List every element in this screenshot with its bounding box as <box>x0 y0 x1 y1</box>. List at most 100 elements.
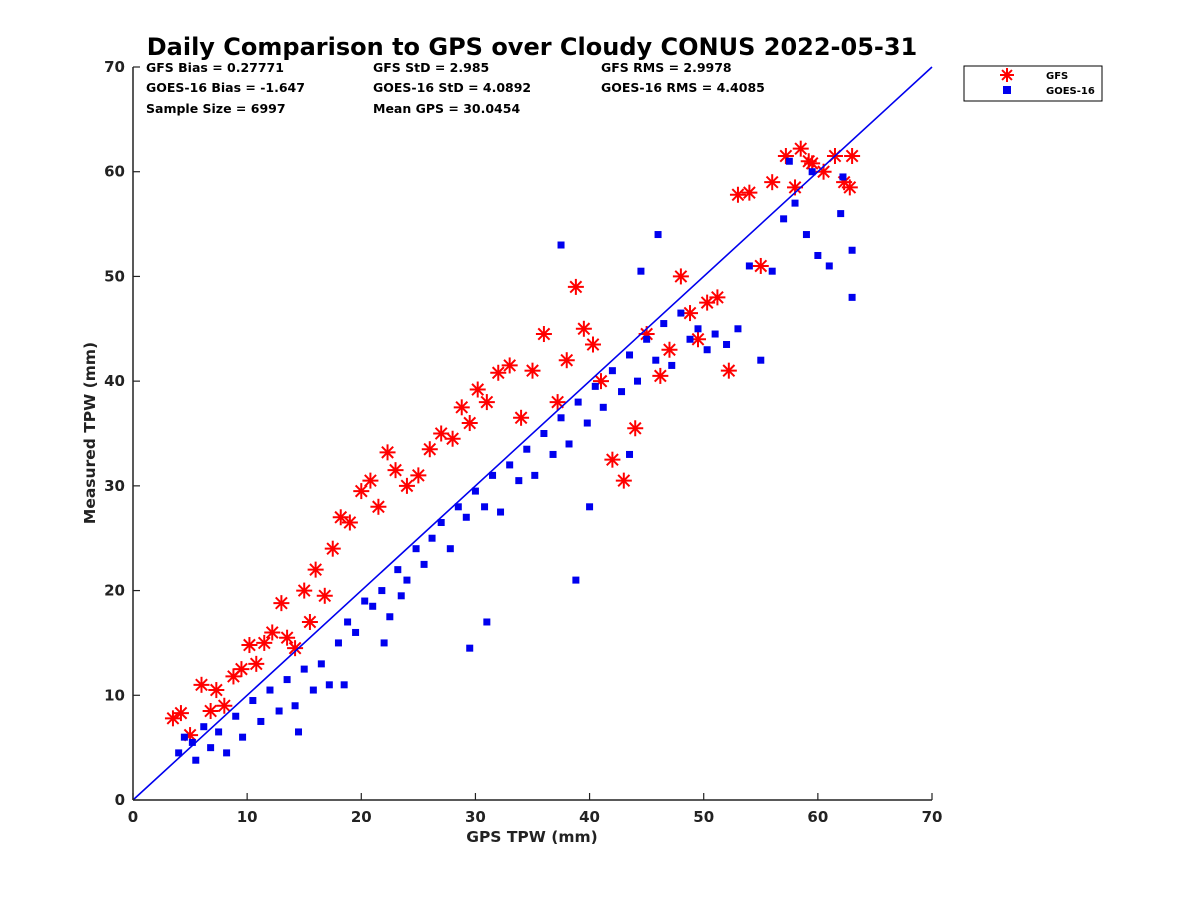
goes-point <box>300 665 308 673</box>
y-tick-label: 40 <box>104 372 125 390</box>
goes-point <box>394 566 402 574</box>
goes-point <box>378 587 386 595</box>
goes-point <box>344 618 352 626</box>
gfs-point <box>398 477 415 494</box>
gfs-point <box>720 362 737 379</box>
y-tick-label: 30 <box>104 477 125 495</box>
stat-goes-std: GOES-16 StD = 4.0892 <box>373 80 531 95</box>
goes-point <box>471 487 479 495</box>
gfs-point <box>307 561 324 578</box>
goes-point <box>317 660 325 668</box>
stat-sample-size: Sample Size = 6997 <box>146 101 286 116</box>
gfs-point <box>792 140 809 157</box>
goes-point <box>340 681 348 689</box>
goes-point <box>175 749 183 757</box>
goes-point <box>506 461 514 469</box>
x-axis-label: GPS TPW (mm) <box>466 828 598 846</box>
stat-gfs-std: GFS StD = 2.985 <box>373 60 489 75</box>
gfs-point <box>549 394 566 411</box>
gfs-point <box>301 613 318 630</box>
goes-point <box>734 325 742 333</box>
gfs-point <box>387 462 404 479</box>
stat-goes-rms: GOES-16 RMS = 4.4085 <box>601 80 765 95</box>
gfs-point <box>764 174 781 191</box>
goes-point <box>239 733 247 741</box>
goes-point <box>660 320 668 328</box>
goes-point <box>599 403 607 411</box>
goes-point <box>711 330 719 338</box>
goes-point <box>745 262 753 270</box>
goes-point <box>466 644 474 652</box>
goes-point <box>309 686 317 694</box>
x-axis-ticks: 0 10 20 30 40 50 60 70 <box>128 793 943 826</box>
legend-goes-marker <box>1003 86 1011 94</box>
goes-point <box>200 723 208 731</box>
gfs-point <box>296 582 313 599</box>
gfs-point <box>202 702 219 719</box>
y-tick-label: 60 <box>104 163 125 181</box>
goes-point <box>369 602 377 610</box>
goes-point <box>694 325 702 333</box>
gfs-point <box>164 710 181 727</box>
goes-point <box>574 398 582 406</box>
gfs-point <box>535 326 552 343</box>
gfs-point <box>584 336 601 353</box>
gfs-point <box>501 357 518 374</box>
gfs-point <box>172 705 189 722</box>
legend-gfs-marker <box>1000 68 1014 82</box>
goes-point <box>785 157 793 165</box>
stat-gfs-rms: GFS RMS = 2.9978 <box>601 60 732 75</box>
goes-point <box>586 503 594 511</box>
gfs-point <box>478 394 495 411</box>
gfs-point <box>248 655 265 672</box>
x-tick-label: 40 <box>579 808 600 826</box>
y-axis-label: Measured TPW (mm) <box>81 342 99 524</box>
goes-point <box>446 545 454 553</box>
goes-point <box>608 367 616 375</box>
goes-point <box>437 519 445 527</box>
data-points <box>164 140 861 764</box>
goes-point <box>643 335 651 343</box>
goes-point <box>668 361 676 369</box>
goes-point <box>428 534 436 542</box>
goes-point <box>207 744 215 752</box>
gfs-point <box>410 467 427 484</box>
goes-point <box>454 503 462 511</box>
goes-point <box>275 707 283 715</box>
gfs-point <box>216 697 233 714</box>
goes-point <box>652 356 660 364</box>
goes-point <box>802 231 810 239</box>
goes-point <box>768 267 776 275</box>
stat-goes-bias: GOES-16 Bias = -1.647 <box>146 80 305 95</box>
goes-point <box>531 471 539 479</box>
goes-point <box>489 471 497 479</box>
gfs-point <box>469 381 486 398</box>
goes-point <box>654 231 662 239</box>
gfs-point <box>524 362 541 379</box>
goes-point <box>839 173 847 181</box>
goes-point <box>808 168 816 176</box>
gfs-point <box>461 415 478 432</box>
goes-point <box>515 477 523 485</box>
goes-point <box>848 246 856 254</box>
goes-point <box>188 738 196 746</box>
goes-point <box>380 639 388 647</box>
legend-box <box>963 65 1103 102</box>
x-tick-label: 30 <box>465 808 486 826</box>
goes-point <box>249 697 257 705</box>
gfs-point <box>379 444 396 461</box>
goes-point <box>549 450 557 458</box>
goes-point <box>462 513 470 521</box>
goes-point <box>266 686 274 694</box>
gfs-point <box>279 629 296 646</box>
gfs-point <box>682 305 699 322</box>
goes-point <box>634 377 642 385</box>
goes-point <box>283 676 291 684</box>
goes-point <box>540 430 548 437</box>
gfs-point <box>256 634 273 651</box>
x-tick-label: 70 <box>922 808 943 826</box>
x-tick-label: 10 <box>237 808 258 826</box>
y-tick-label: 50 <box>104 267 125 285</box>
goes-point <box>361 597 369 605</box>
gfs-point <box>513 409 530 426</box>
